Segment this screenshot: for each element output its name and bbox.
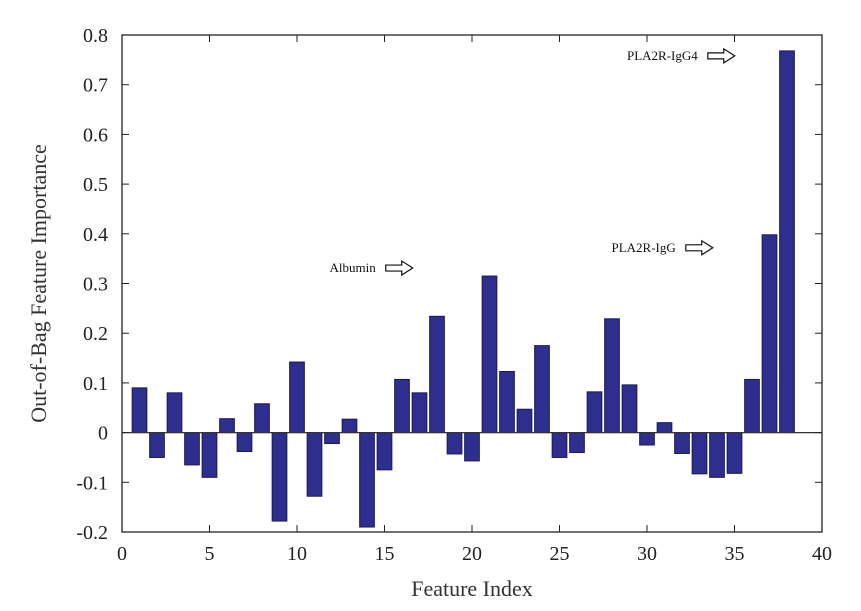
bar-feature-14 bbox=[359, 432, 375, 528]
y-tick-label: -0.1 bbox=[76, 472, 108, 494]
bar-feature-23 bbox=[516, 408, 533, 434]
y-tick-label: 0.6 bbox=[83, 124, 108, 146]
bar-feature-36 bbox=[744, 378, 760, 434]
x-tick-label: 20 bbox=[462, 543, 482, 565]
bar-feature-4 bbox=[184, 432, 200, 466]
y-tick-label: 0.3 bbox=[83, 274, 108, 296]
annotation-label: PLA2R-IgG4 bbox=[627, 48, 698, 63]
annotation-3: PLA2R-IgG4 bbox=[627, 47, 736, 64]
bar-feature-21 bbox=[481, 275, 498, 434]
x-tick-label: 30 bbox=[637, 543, 657, 565]
bar-feature-11 bbox=[306, 432, 323, 497]
bar-feature-17 bbox=[411, 392, 428, 434]
bar-feature-16 bbox=[394, 378, 410, 434]
arrow-right-icon bbox=[707, 47, 736, 64]
annotation-2: PLA2R-IgG bbox=[612, 239, 714, 256]
bar-feature-2 bbox=[149, 432, 165, 458]
bar-feature-27 bbox=[586, 391, 603, 434]
bar-feature-5 bbox=[201, 432, 218, 478]
bar-feature-37 bbox=[761, 234, 778, 434]
y-tick-label: 0 bbox=[98, 423, 108, 445]
x-axis-label: Feature Index bbox=[411, 576, 533, 601]
bar-feature-34 bbox=[709, 432, 725, 478]
bar-feature-19 bbox=[446, 432, 463, 455]
annotation-1: Albumin bbox=[330, 259, 414, 277]
bar-feature-38 bbox=[779, 50, 795, 434]
bar-feature-28 bbox=[604, 318, 620, 434]
x-tick-label: 40 bbox=[812, 543, 832, 565]
ticks-group: 0 5 10 15 20 25 30 35 40 -0.2 -0.1 0 0.1 0.2 0.3 0.4 0.5… bbox=[76, 25, 832, 565]
bar-feature-9 bbox=[271, 432, 288, 522]
bar-feature-26 bbox=[569, 432, 585, 453]
x-tick-label: 5 bbox=[205, 543, 215, 565]
bar-feature-13 bbox=[341, 418, 358, 434]
x-tick-label: 15 bbox=[375, 543, 395, 565]
bar-feature-29 bbox=[621, 384, 638, 434]
bar-feature-18 bbox=[429, 315, 445, 434]
x-tick-label: 10 bbox=[287, 543, 307, 565]
bar-feature-33 bbox=[691, 432, 708, 475]
y-tick-label: 0.7 bbox=[83, 75, 108, 97]
bar-feature-10 bbox=[289, 361, 305, 434]
bar-feature-20 bbox=[464, 432, 480, 462]
bar-feature-25 bbox=[551, 432, 568, 458]
bar-feature-7 bbox=[236, 432, 253, 452]
bar-feature-8 bbox=[254, 403, 270, 434]
bar-feature-35 bbox=[726, 432, 743, 474]
y-tick-label: 0.5 bbox=[83, 174, 108, 196]
bar-feature-31 bbox=[656, 422, 673, 434]
x-tick-label: 0 bbox=[117, 543, 127, 565]
bars-group bbox=[131, 50, 795, 528]
y-tick-label: 0.1 bbox=[83, 373, 108, 395]
bar-feature-22 bbox=[499, 370, 515, 434]
bar-feature-32 bbox=[674, 432, 690, 454]
bar-feature-30 bbox=[639, 432, 655, 446]
x-tick-label: 25 bbox=[550, 543, 570, 565]
arrow-right-icon bbox=[385, 259, 414, 277]
arrow-right-icon bbox=[685, 239, 714, 256]
bar-feature-6 bbox=[219, 418, 235, 434]
bar-feature-3 bbox=[166, 392, 183, 434]
annotation-label: PLA2R-IgG bbox=[612, 240, 676, 255]
x-tick-label: 35 bbox=[725, 543, 745, 565]
y-tick-label: 0.4 bbox=[83, 224, 108, 246]
y-axis-label: Out-of-Bag Feature Importance bbox=[26, 144, 51, 423]
bar-feature-24 bbox=[534, 345, 550, 434]
y-tick-label: -0.2 bbox=[76, 522, 108, 544]
bar-feature-12 bbox=[324, 432, 340, 445]
bar-feature-15 bbox=[376, 432, 393, 471]
y-tick-label: 0.8 bbox=[83, 25, 108, 47]
annotation-label: Albumin bbox=[330, 260, 377, 275]
annotations-group: Albumin PLA2R-IgG PLA2R-IgG4 bbox=[330, 47, 736, 277]
bar-feature-1 bbox=[131, 387, 148, 434]
y-tick-label: 0.2 bbox=[83, 323, 108, 345]
